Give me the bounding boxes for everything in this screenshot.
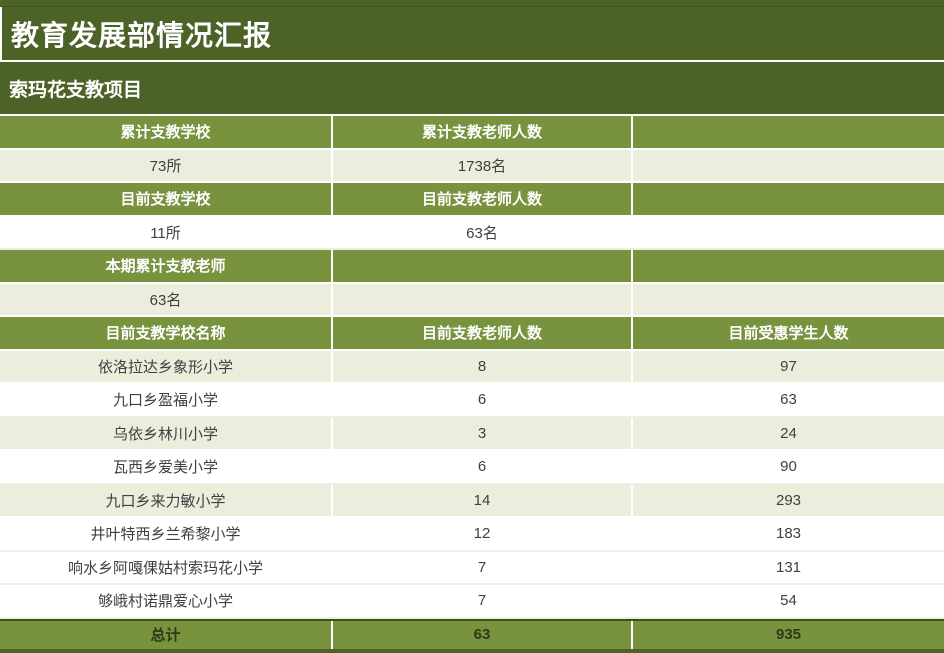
cell-teachers: 7: [333, 585, 633, 617]
cell-students: 24: [780, 424, 797, 442]
cell-label: 乌依乡林川小学: [0, 417, 333, 449]
cell-teachers: 12: [333, 518, 633, 550]
cell-teachers: [333, 283, 633, 315]
cell-label: 依洛拉达乡象形小学: [0, 350, 333, 382]
table-row: 够峨村诺鼎爱心小学 7 54: [0, 585, 944, 619]
cell-teachers: 3: [333, 417, 633, 449]
cell-label: 73所: [0, 149, 333, 181]
report-table: 累计支教学校 累计支教老师人数 73所 1738名 目前支教学校 目前支教老师人数 11所 6…: [0, 116, 944, 619]
page-title: 教育发展部情况汇报: [11, 19, 273, 51]
cell-students: 90: [780, 458, 797, 476]
cell-students: 131: [775, 558, 802, 576]
table-row: 依洛拉达乡象形小学 8 97: [0, 350, 944, 384]
header-cell: 目前支教学校: [0, 183, 333, 215]
table-row: 井叶特西乡兰希黎小学 12 183: [0, 518, 944, 552]
table-row: 63名: [0, 283, 944, 317]
cell-students: 63: [780, 391, 797, 409]
cell-students: 183: [775, 525, 802, 543]
table-header-row: 本期累计支教老师: [0, 250, 944, 284]
header-cell: 累计支教老师人数: [333, 116, 633, 148]
table-row: 乌依乡林川小学 3 24: [0, 417, 944, 451]
cell-label: 九口乡盈福小学: [0, 384, 333, 416]
header-cell: [633, 250, 944, 282]
cell-students: 293: [775, 491, 802, 509]
cell-teachers: 7: [333, 551, 633, 583]
header-cell: 目前支教老师人数: [333, 183, 633, 215]
header-cell: [633, 116, 944, 148]
table-row: 11所 63名: [0, 216, 944, 250]
cell-teachers: 8: [333, 350, 633, 382]
project-subtitle-bar: 索玛花支教项目: [0, 62, 944, 116]
total-teachers-cell: 63: [333, 620, 633, 649]
cell-label: 响水乡阿嘎倮姑村索玛花小学: [0, 551, 333, 583]
table-row: 73所 1738名: [0, 149, 944, 183]
cell-label: 11所: [0, 216, 333, 248]
cell-label: 九口乡来力敏小学: [0, 484, 333, 516]
table-header-row: 目前支教学校 目前支教老师人数: [0, 183, 944, 217]
cell-teachers: 1738名: [333, 149, 633, 181]
cell-label: 瓦西乡爱美小学: [0, 451, 333, 483]
cell-teachers: 6: [333, 384, 633, 416]
cell-label: 63名: [0, 283, 333, 315]
header-cell: [633, 183, 944, 215]
top-margin-strip: [0, 0, 944, 7]
cell-teachers: 63名: [333, 216, 633, 248]
header-cell: 目前支教老师人数: [333, 317, 633, 349]
total-students-cell: 935: [775, 626, 802, 644]
cell-students: [633, 217, 944, 249]
cell-teachers: 14: [333, 484, 633, 516]
table-row: 瓦西乡爱美小学 6 90: [0, 451, 944, 485]
cell-label: 够峨村诺鼎爱心小学: [0, 585, 333, 617]
total-row: 总计 63 935: [0, 618, 944, 649]
project-subtitle: 索玛花支教项目: [9, 79, 143, 101]
table-header-row: 累计支教学校 累计支教老师人数: [0, 116, 944, 150]
table-header-row: 目前支教学校名称 目前支教老师人数 目前受惠学生人数: [0, 317, 944, 351]
cell-students: 54: [780, 592, 797, 610]
header-cell: 目前支教学校名称: [0, 317, 333, 349]
header-cell: 累计支教学校: [0, 116, 333, 148]
cell-students: 97: [780, 357, 797, 375]
cell-students: [633, 150, 944, 182]
cell-students: [633, 284, 944, 316]
total-label-cell: 总计: [0, 620, 333, 649]
cell-label: 井叶特西乡兰希黎小学: [0, 518, 333, 550]
table-row: 九口乡来力敏小学 14 293: [0, 484, 944, 518]
report-title-bar: 教育发展部情况汇报: [0, 7, 944, 62]
table-row: 九口乡盈福小学 6 63: [0, 384, 944, 418]
header-cell: 本期累计支教老师: [0, 250, 333, 282]
table-row: 响水乡阿嘎倮姑村索玛花小学 7 131: [0, 551, 944, 585]
header-cell: 目前受惠学生人数: [728, 325, 849, 343]
header-cell: [333, 250, 633, 282]
cell-teachers: 6: [333, 451, 633, 483]
